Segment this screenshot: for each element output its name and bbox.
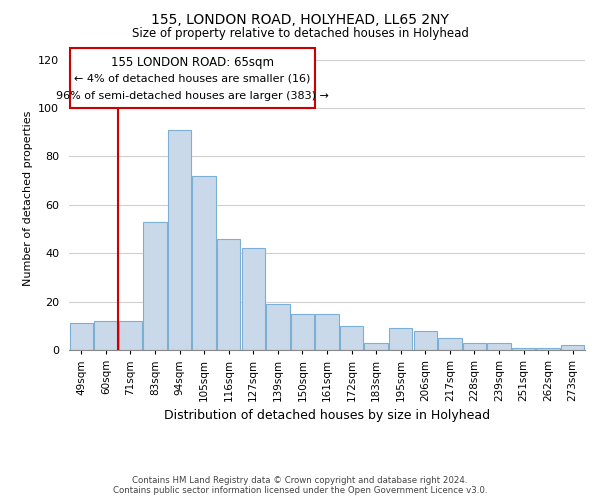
Text: 96% of semi-detached houses are larger (383) →: 96% of semi-detached houses are larger (…	[56, 91, 329, 101]
Bar	[242, 248, 265, 350]
Bar	[291, 314, 314, 350]
Bar	[193, 176, 216, 350]
Bar	[168, 130, 191, 350]
Bar	[70, 324, 93, 350]
Text: 155, LONDON ROAD, HOLYHEAD, LL65 2NY: 155, LONDON ROAD, HOLYHEAD, LL65 2NY	[151, 12, 449, 26]
Text: 155 LONDON ROAD: 65sqm: 155 LONDON ROAD: 65sqm	[111, 56, 274, 68]
Text: Size of property relative to detached houses in Holyhead: Size of property relative to detached ho…	[131, 28, 469, 40]
Bar	[487, 342, 511, 350]
Bar	[340, 326, 363, 350]
Bar	[266, 304, 290, 350]
Y-axis label: Number of detached properties: Number of detached properties	[23, 111, 32, 286]
Bar	[143, 222, 167, 350]
Bar	[536, 348, 560, 350]
Bar	[389, 328, 412, 350]
Bar	[463, 342, 486, 350]
Text: Contains HM Land Registry data © Crown copyright and database right 2024.
Contai: Contains HM Land Registry data © Crown c…	[113, 476, 487, 495]
Bar	[119, 321, 142, 350]
Bar	[364, 342, 388, 350]
Bar	[316, 314, 338, 350]
Bar	[217, 238, 241, 350]
Bar	[512, 348, 535, 350]
Bar	[94, 321, 118, 350]
X-axis label: Distribution of detached houses by size in Holyhead: Distribution of detached houses by size …	[164, 410, 490, 422]
Bar	[561, 345, 584, 350]
Text: ← 4% of detached houses are smaller (16): ← 4% of detached houses are smaller (16)	[74, 74, 311, 84]
Bar	[70, 48, 315, 108]
Bar	[413, 330, 437, 350]
Bar	[438, 338, 461, 350]
